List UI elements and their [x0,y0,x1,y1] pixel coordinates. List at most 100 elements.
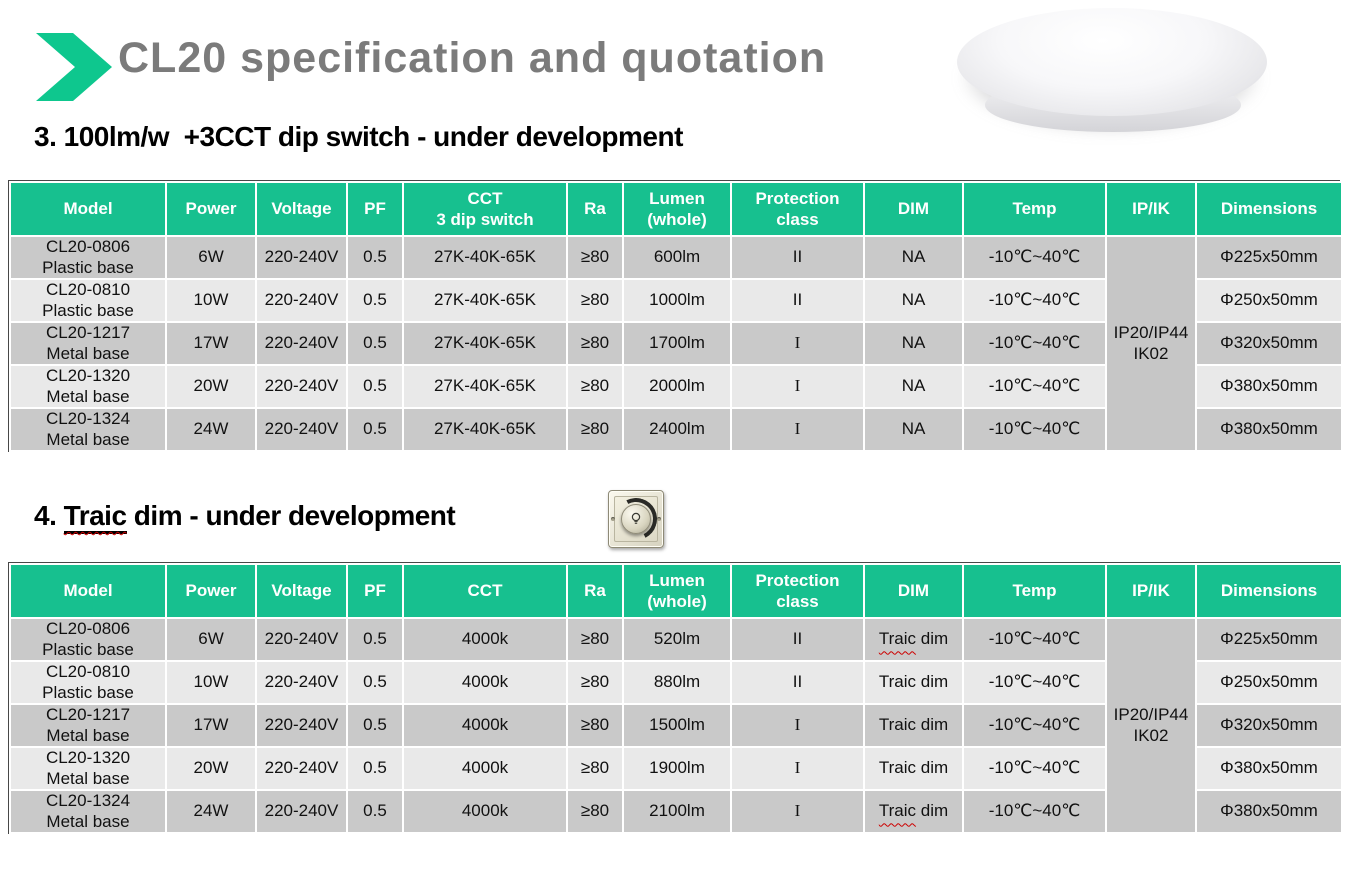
cell-pf: 0.5 [346,789,404,834]
cell-dim: Traic dim [863,746,964,791]
table-header-row: Model Power Voltage PF CCT 3 dip switch Ra Lum… [9,181,1343,237]
cell-voltage: 220-240V [255,617,348,662]
cell-protection: II [730,235,865,280]
col-header-temp: Temp [962,181,1107,237]
cell-temp: -10℃~40℃ [962,789,1107,834]
cell-ra: ≥80 [566,278,624,323]
table-header-row: Model Power Voltage PF CCT Ra Lumen (whole) Pro… [9,563,1343,619]
cell-model: CL20-1217 Metal base [9,703,167,748]
cell-lumen: 2400lm [622,407,732,452]
col-header-model: Model [9,181,167,237]
cell-voltage: 220-240V [255,746,348,791]
cell-voltage: 220-240V [255,789,348,834]
cell-dimensions: Φ380x50mm [1195,364,1343,409]
col-header-lumen: Lumen (whole) [622,181,732,237]
cell-dim: NA [863,407,964,452]
cell-power: 24W [165,407,257,452]
table-row: CL20-1320 Metal base 20W 220-240V 0.5 27K-40K… [9,364,1343,409]
cell-dim: NA [863,364,964,409]
cell-pf: 0.5 [346,407,404,452]
cell-model: CL20-0806 Plastic base [9,617,167,662]
cell-ra: ≥80 [566,407,624,452]
cell-voltage: 220-240V [255,407,348,452]
cell-ipik-merged: IP20/IP44 IK02 [1105,235,1197,452]
cell-dimensions: Φ225x50mm [1195,617,1343,662]
cell-cct: 4000k [402,746,568,791]
cell-ra: ≥80 [566,703,624,748]
cell-cct: 4000k [402,789,568,834]
spec-table-cct-dip-switch: Model Power Voltage PF CCT 3 dip switch Ra Lum… [8,180,1343,452]
cell-lumen: 520lm [622,617,732,662]
col-header-power: Power [165,181,257,237]
cell-model: CL20-1324 Metal base [9,789,167,834]
cell-voltage: 220-240V [255,235,348,280]
cell-temp: -10℃~40℃ [962,660,1107,705]
cell-pf: 0.5 [346,321,404,366]
col-header-ra: Ra [566,563,624,619]
col-header-protection: Protection class [730,181,865,237]
cell-pf: 0.5 [346,364,404,409]
col-header-voltage: Voltage [255,563,348,619]
col-header-temp: Temp [962,563,1107,619]
cell-cct: 4000k [402,617,568,662]
cell-protection: I [730,364,865,409]
cell-power: 17W [165,703,257,748]
cell-protection: II [730,617,865,662]
cell-power: 6W [165,235,257,280]
cell-pf: 0.5 [346,617,404,662]
cell-ra: ≥80 [566,617,624,662]
cell-cct: 4000k [402,660,568,705]
cell-temp: -10℃~40℃ [962,235,1107,280]
cell-dimensions: Φ380x50mm [1195,789,1343,834]
cell-dim: Traic dim [863,703,964,748]
cell-cct: 4000k [402,703,568,748]
cell-model: CL20-0806 Plastic base [9,235,167,280]
cell-temp: -10℃~40℃ [962,278,1107,323]
cell-dimensions: Φ225x50mm [1195,235,1343,280]
ceiling-lamp-photo [945,4,1275,146]
spec-table-traic-dim: Model Power Voltage PF CCT Ra Lumen (whole) Pro… [8,562,1343,834]
table-row: CL20-1217 Metal base 17W 220-240V 0.5 27K-40K… [9,321,1343,366]
heading-prefix: 4. [34,500,64,531]
cell-lumen: 2000lm [622,364,732,409]
cell-pf: 0.5 [346,703,404,748]
col-header-model: Model [9,563,167,619]
cell-model: CL20-1324 Metal base [9,407,167,452]
misspelled-word: Traic [63,500,127,534]
cell-model: CL20-1320 Metal base [9,746,167,791]
cell-protection: I [730,407,865,452]
cell-temp: -10℃~40℃ [962,746,1107,791]
bulb-icon [631,512,641,524]
cell-voltage: 220-240V [255,278,348,323]
cell-power: 6W [165,617,257,662]
cell-protection: I [730,746,865,791]
cell-dimensions: Φ250x50mm [1195,278,1343,323]
cell-power: 17W [165,321,257,366]
cell-dim: NA [863,321,964,366]
table-row: CL20-1320 Metal base 20W 220-240V 0.5 4000k ≥8… [9,746,1343,791]
cell-lumen: 880lm [622,660,732,705]
table-row: CL20-1324 Metal base 24W 220-240V 0.5 27K-40K… [9,407,1343,452]
dimmer-knob [621,504,651,534]
cell-ra: ≥80 [566,321,624,366]
cell-temp: -10℃~40℃ [962,364,1107,409]
col-header-voltage: Voltage [255,181,348,237]
cell-lumen: 600lm [622,235,732,280]
col-header-pf: PF [346,181,404,237]
heading-rest: dim - under development [126,500,456,531]
cell-cct: 27K-40K-65K [402,407,568,452]
cell-ra: ≥80 [566,364,624,409]
cell-dim: NA [863,278,964,323]
col-header-pf: PF [346,563,404,619]
col-header-lumen: Lumen (whole) [622,563,732,619]
cell-temp: -10℃~40℃ [962,703,1107,748]
col-header-dim: DIM [863,181,964,237]
cell-cct: 27K-40K-65K [402,235,568,280]
cell-temp: -10℃~40℃ [962,321,1107,366]
cell-model: CL20-1217 Metal base [9,321,167,366]
cell-dim: Traic dim [863,789,964,834]
cell-power: 20W [165,364,257,409]
cell-protection: I [730,703,865,748]
col-header-cct: CCT [402,563,568,619]
